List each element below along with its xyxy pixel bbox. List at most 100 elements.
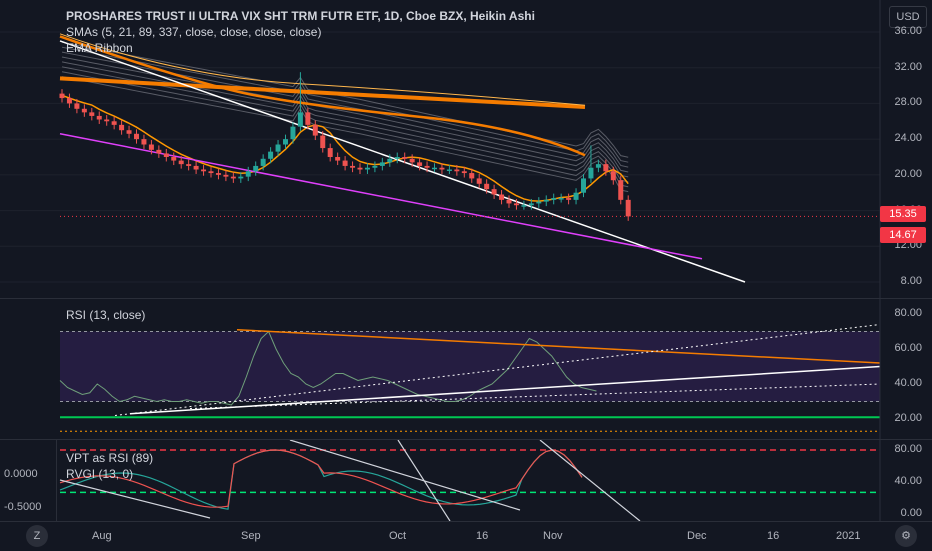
vpt-chart[interactable] [0,440,932,521]
candle-body [208,171,214,174]
price-tick: 32.00 [894,60,922,73]
candle-body [364,167,370,170]
vpt-rsi-legend[interactable]: VPT as RSI (89) [66,451,154,465]
symbol-title[interactable]: PROSHARES TRUST II ULTRA VIX SHT TRM FUT… [66,9,535,23]
candle-body [536,201,542,204]
candle-body [603,164,609,172]
candle-body [283,139,288,145]
candle-body [81,108,87,113]
ema-ribbon-line [61,46,629,163]
settings-gear-icon[interactable]: ⚙ [895,525,917,547]
candle-body [96,115,102,120]
candle-body [394,157,400,159]
candle-body [305,112,311,125]
candle-body [111,121,117,125]
candle-body [379,162,385,166]
pane-divider-2[interactable] [0,439,932,440]
last-price-tag: 15.35 [880,206,926,222]
x-label: Nov [543,530,563,542]
price-legend: PROSHARES TRUST II ULTRA VIX SHT TRM FUT… [66,8,535,56]
ema-ribbon-line [61,76,629,193]
candle-body [417,162,423,166]
rsi-chart[interactable] [0,299,932,439]
candle-body [141,139,147,145]
candle-body [297,112,303,127]
sma-legend[interactable]: SMAs (5, 21, 89, 337, close, close, clos… [66,25,322,39]
x-label: Dec [687,530,707,542]
candle-body [588,167,594,179]
ema-ribbon-line [61,71,629,188]
sma-337-line [59,76,586,109]
vpt-legend: VPT as RSI (89) RVGI (13, 0) [66,450,153,482]
price-tick: 36.00 [894,25,922,37]
x-label: 16 [476,530,489,542]
candle-body [543,199,549,202]
candle-body [320,135,326,149]
candle-body [342,160,348,166]
candle-body [625,199,631,217]
time-axis[interactable] [0,521,932,551]
candle-body [432,167,437,170]
candle-body [595,164,601,168]
pane-divider-1[interactable] [0,298,932,299]
vpt-tick: 0.00 [900,507,922,519]
vpt-trendline-4 [59,479,211,519]
x-label: 2021 [836,530,861,542]
rsi-orange-trendline [236,329,881,364]
candle-body [581,178,586,193]
rsi-tick: 40.00 [894,377,922,389]
candle-body [409,158,415,163]
zoom-reset-button[interactable]: Z [26,525,48,547]
ema-ribbon-line [61,61,629,178]
candle-body [357,167,363,170]
candle-body [253,165,259,172]
rsi-tick: 60.00 [894,342,922,354]
vpt-trendline-2 [397,440,451,521]
candle-body [372,165,378,168]
candle-body [491,189,497,195]
rsi-dotted-trendline-1 [114,324,881,416]
vpt-pane[interactable]: VPT as RSI (89) RVGI (13, 0) 80.00 40.00 0… [0,440,932,521]
candle-body [260,158,266,166]
left-scale[interactable]: 0.0000 -0.5000 [0,440,57,521]
candle-body [469,173,475,179]
price-tick: 8.00 [900,275,922,287]
candle-body [201,169,207,172]
candle-body [134,133,139,140]
x-label: 16 [767,530,780,542]
sma-5-line [61,94,629,202]
candle-body [268,151,274,159]
candle-body [558,198,564,200]
rsi-tick: 80.00 [894,307,922,319]
candle-body [461,171,467,174]
vpt-trendline-3 [539,440,641,521]
vpt-tick: 80.00 [894,443,922,455]
rvgi-legend[interactable]: RVGI (13, 0) [66,467,134,481]
rsi-dotted-trendline-2 [189,383,881,409]
price-pane[interactable]: PROSHARES TRUST II ULTRA VIX SHT TRM FUT… [0,0,932,298]
x-label: Sep [241,530,261,542]
candle-body [573,192,579,200]
ema-ribbon-legend[interactable]: EMA Ribbon [66,41,133,55]
magenta-trendline [59,133,703,260]
candle-body [521,205,527,207]
candle-body [327,148,333,157]
candle-body [126,130,132,134]
ema-ribbon-line [61,51,629,168]
candle-body [171,157,177,161]
candle-body [148,144,154,150]
price-tick: 24.00 [894,132,922,145]
rsi-band-fill [60,331,880,402]
candle-body [215,173,221,175]
price-chart[interactable] [0,0,932,298]
candle-body [59,93,65,99]
candle-body [424,165,430,168]
currency-button[interactable]: USD [889,6,927,28]
candle-body [223,174,229,177]
rsi-legend[interactable]: RSI (13, close) [66,308,146,322]
left-tick: 0.0000 [4,468,38,480]
vpt-trendline-1 [289,440,521,511]
candle-body [513,203,519,206]
rsi-pane[interactable]: RSI (13, close) 80.00 60.00 40.00 20.00 [0,299,932,439]
candle-body [156,149,162,154]
